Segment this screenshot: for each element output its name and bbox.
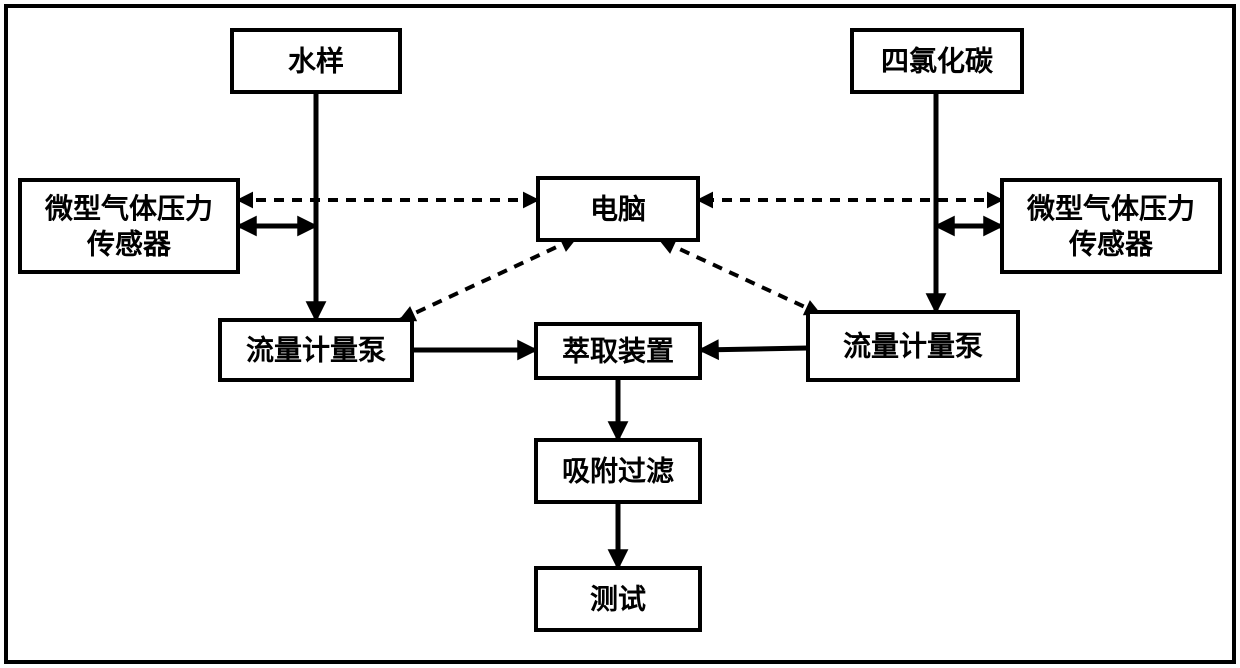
node-extract: 萃取装置 (536, 324, 700, 378)
flowchart-canvas: 水样四氯化碳微型气体压力传感器微型气体压力传感器电脑流量计量泵流量计量泵萃取装置… (0, 0, 1240, 668)
node-test: 测试 (536, 568, 700, 630)
node-water: 水样 (232, 30, 400, 92)
edge-pumpR-computer (660, 240, 820, 314)
node-label-pumpL: 流量计量泵 (246, 334, 386, 365)
edge-pumpL-computer (400, 238, 576, 320)
node-label-sensorL-1: 微型气体压力 (44, 193, 213, 224)
node-label-computer: 电脑 (590, 193, 646, 224)
node-label-sensorR-1: 微型气体压力 (1026, 193, 1195, 224)
node-label-ccl4: 四氯化碳 (881, 45, 994, 76)
node-label-test: 测试 (590, 583, 646, 614)
node-sensorL: 微型气体压力传感器 (20, 180, 238, 272)
node-label-sensorL-2: 传感器 (86, 229, 172, 260)
node-adsorb: 吸附过滤 (536, 440, 700, 502)
node-computer: 电脑 (538, 178, 698, 240)
node-pumpL: 流量计量泵 (220, 320, 412, 380)
node-sensorR: 微型气体压力传感器 (1002, 180, 1220, 272)
node-label-pumpR: 流量计量泵 (843, 330, 983, 361)
node-label-sensorR-2: 传感器 (1068, 229, 1154, 260)
node-ccl4: 四氯化碳 (852, 30, 1022, 92)
node-label-adsorb: 吸附过滤 (562, 455, 674, 486)
node-label-extract: 萃取装置 (562, 335, 674, 366)
node-label-water: 水样 (288, 44, 344, 76)
node-pumpR: 流量计量泵 (808, 312, 1018, 380)
edge-pumpR-extract (700, 348, 808, 350)
